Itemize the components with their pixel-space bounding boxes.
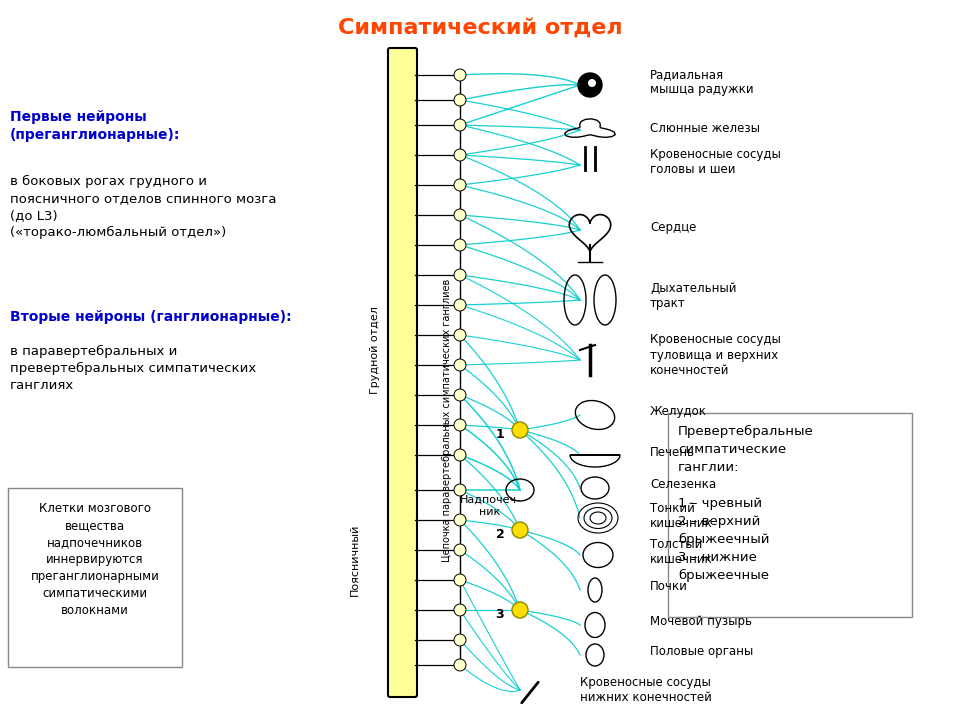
Text: в боковых рогах грудного и
поясничного отделов спинного мозга
(до L3)
(«торако-л: в боковых рогах грудного и поясничного о…: [10, 175, 276, 239]
Circle shape: [454, 179, 466, 191]
Text: Желудок: Желудок: [650, 405, 707, 418]
Circle shape: [578, 73, 602, 97]
Text: Превертебральные
симпатические
ганглии:

1 – чревный
2 – верхний
брыжеечный
3 – : Превертебральные симпатические ганглии: …: [678, 425, 814, 582]
Circle shape: [454, 269, 466, 281]
Text: Мочевой пузырь: Мочевой пузырь: [650, 616, 752, 629]
Text: в паравертебральных и
превертебральных симпатических
ганглиях: в паравертебральных и превертебральных с…: [10, 345, 256, 392]
FancyBboxPatch shape: [388, 48, 417, 697]
Circle shape: [454, 209, 466, 221]
Circle shape: [454, 574, 466, 586]
Text: Радиальная
мышца радужки: Радиальная мышца радужки: [650, 68, 754, 96]
Text: Вторые нейроны (ганглионарные):: Вторые нейроны (ганглионарные):: [10, 310, 292, 324]
Text: Селезенка: Селезенка: [650, 479, 716, 492]
Circle shape: [512, 422, 528, 438]
Circle shape: [454, 389, 466, 401]
Text: 2: 2: [495, 528, 504, 541]
Circle shape: [454, 239, 466, 251]
Circle shape: [454, 484, 466, 496]
Circle shape: [454, 659, 466, 671]
FancyBboxPatch shape: [668, 413, 912, 617]
Text: Сердце: Сердце: [650, 220, 696, 233]
FancyBboxPatch shape: [8, 488, 182, 667]
Text: Поясничный: Поясничный: [350, 524, 360, 596]
Circle shape: [454, 419, 466, 431]
Circle shape: [588, 79, 596, 87]
Circle shape: [512, 522, 528, 538]
Text: Кровеносные сосуды
туловища и верхних
конечностей: Кровеносные сосуды туловища и верхних ко…: [650, 333, 780, 377]
Text: Кровеносные сосуды
головы и шеи: Кровеносные сосуды головы и шеи: [650, 148, 780, 176]
Text: Слюнные железы: Слюнные железы: [650, 122, 760, 135]
Text: Надпочеч-
ник: Надпочеч- ник: [460, 495, 520, 517]
Text: Первые нейроны
(преганглионарные):: Первые нейроны (преганглионарные):: [10, 110, 180, 143]
Circle shape: [454, 449, 466, 461]
Text: Симпатический отдел: Симпатический отдел: [338, 18, 622, 38]
Circle shape: [454, 94, 466, 106]
Circle shape: [454, 634, 466, 646]
Text: 1: 1: [495, 428, 504, 441]
Text: Дыхательный
тракт: Дыхательный тракт: [650, 282, 736, 310]
Circle shape: [454, 149, 466, 161]
Circle shape: [454, 359, 466, 371]
Circle shape: [454, 69, 466, 81]
Circle shape: [454, 329, 466, 341]
Circle shape: [512, 602, 528, 618]
Text: Кровеносные сосуды
нижних конечностей: Кровеносные сосуды нижних конечностей: [580, 676, 712, 704]
Text: Цепочка паравертебральных симпатических ганглиев: Цепочка паравертебральных симпатических …: [442, 279, 452, 562]
Text: Почки: Почки: [650, 580, 688, 593]
Text: Грудной отдел: Грудной отдел: [370, 306, 380, 394]
Circle shape: [454, 119, 466, 131]
Text: Половые органы: Половые органы: [650, 646, 754, 659]
Circle shape: [454, 299, 466, 311]
Circle shape: [454, 604, 466, 616]
Text: Толстый
кишечник: Толстый кишечник: [650, 538, 712, 566]
Text: Клетки мозгового
вещества
надпочечников
иннервируются
преганглионарными
симпатич: Клетки мозгового вещества надпочечников …: [31, 502, 159, 617]
Text: Тонкий
кишечник: Тонкий кишечник: [650, 502, 712, 530]
Text: 3: 3: [495, 608, 504, 621]
Circle shape: [454, 544, 466, 556]
Text: Печень: Печень: [650, 446, 695, 459]
Circle shape: [454, 514, 466, 526]
